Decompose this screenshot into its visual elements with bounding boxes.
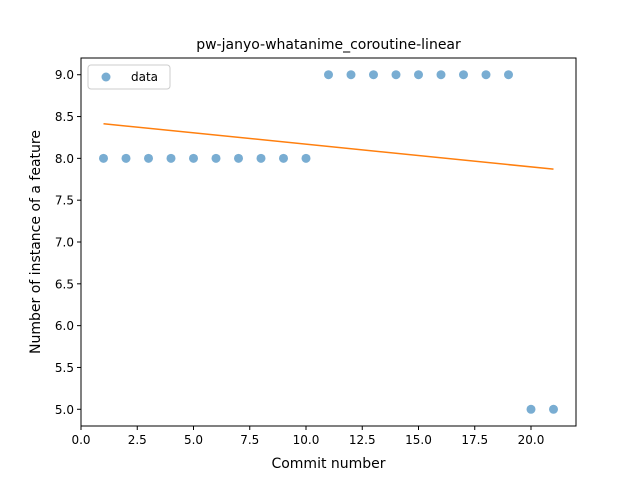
data-point bbox=[459, 70, 468, 80]
data-point bbox=[391, 70, 401, 80]
data-point bbox=[234, 153, 243, 163]
chart-title: pw-janyo-whatanime_coroutine-linear bbox=[196, 37, 461, 53]
x-axis-ticks: 0.0 2.5 5.0 7.5 10.0 12.5 15.0 17.5 20.0 bbox=[71, 426, 544, 447]
x-tick-label: 2.5 bbox=[128, 433, 147, 447]
data-point bbox=[504, 70, 513, 80]
legend-box bbox=[87, 64, 171, 90]
data-point bbox=[549, 404, 558, 414]
x-axis-title: Commit number bbox=[271, 456, 385, 472]
legend: data bbox=[87, 64, 171, 90]
y-tick-label: 6.5 bbox=[55, 277, 74, 291]
x-tick-label: 0.0 bbox=[71, 433, 90, 447]
x-tick-label: 5.0 bbox=[184, 433, 203, 447]
x-tick-label: 15.0 bbox=[405, 433, 432, 447]
x-tick-label: 10.0 bbox=[293, 433, 320, 447]
data-point bbox=[481, 70, 491, 80]
data-point bbox=[346, 70, 356, 80]
legend-marker bbox=[101, 72, 111, 82]
data-point bbox=[526, 404, 536, 414]
data-point bbox=[121, 153, 131, 163]
legend-label: data bbox=[131, 70, 158, 84]
data-point bbox=[436, 70, 446, 80]
y-tick-label: 8.5 bbox=[55, 110, 74, 124]
y-tick-label: 5.5 bbox=[55, 361, 74, 375]
data-point bbox=[369, 70, 378, 80]
y-tick-label: 7.5 bbox=[55, 194, 74, 208]
y-tick-label: 8.0 bbox=[55, 152, 74, 166]
y-tick-label: 5.0 bbox=[55, 403, 74, 417]
y-tick-label: 7.0 bbox=[55, 236, 74, 250]
data-point bbox=[144, 153, 153, 163]
x-tick-label: 12.5 bbox=[349, 433, 376, 447]
y-tick-label: 9.0 bbox=[55, 68, 74, 82]
data-point bbox=[166, 153, 176, 163]
x-tick-label: 17.5 bbox=[461, 433, 488, 447]
data-point bbox=[324, 70, 333, 80]
data-point bbox=[279, 153, 288, 163]
trend-line bbox=[103, 122, 554, 170]
y-axis-title: Number of instance of a feature bbox=[28, 130, 44, 354]
data-point bbox=[189, 153, 198, 163]
data-point bbox=[211, 153, 221, 163]
x-tick-label: 20.0 bbox=[518, 433, 545, 447]
series-layer bbox=[99, 70, 558, 414]
x-tick-label: 7.5 bbox=[240, 433, 259, 447]
data-point bbox=[99, 153, 108, 163]
data-point bbox=[414, 70, 423, 80]
y-tick-label: 6.0 bbox=[55, 319, 74, 333]
y-axis-ticks: 5.0 5.5 6.0 6.5 7.0 7.5 8.0 8.5 9.0 bbox=[55, 68, 81, 417]
data-point bbox=[256, 153, 266, 163]
plot-frame bbox=[80, 57, 577, 427]
data-point bbox=[301, 153, 311, 163]
